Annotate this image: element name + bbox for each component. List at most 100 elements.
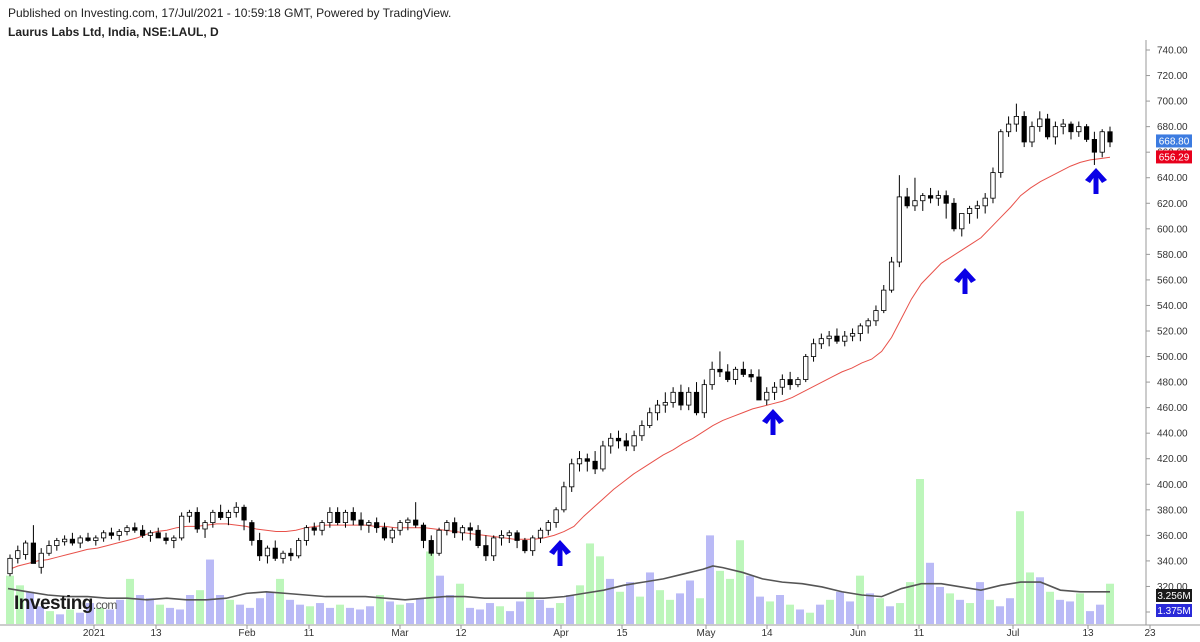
volume-bar (386, 601, 394, 624)
candle (561, 481, 567, 513)
candle-body (296, 540, 302, 557)
last-price-tag-bg (1156, 134, 1192, 148)
candle-body (943, 195, 949, 204)
volume-bar (696, 598, 704, 624)
volume-bar (796, 609, 804, 624)
volume-avg-tag-text: 3.256M (1157, 591, 1190, 602)
candle-body (498, 534, 505, 539)
volume-last-tag-bg (1156, 604, 1192, 617)
candle (553, 507, 559, 528)
volume-bar (1076, 593, 1084, 624)
support-arrows (549, 168, 1107, 566)
candle (873, 305, 879, 326)
time-tick-label: 11 (304, 628, 315, 639)
candle-body (374, 522, 380, 529)
candle (701, 379, 707, 418)
volume-bar (946, 593, 954, 624)
candle-body (717, 368, 723, 373)
candle (1091, 131, 1097, 165)
volume-bar (256, 598, 264, 624)
candle (935, 190, 941, 206)
time-tick-label: Jun (850, 628, 866, 639)
candle (709, 361, 715, 390)
candle (849, 328, 856, 342)
volume-bar (126, 578, 134, 624)
candle (998, 129, 1004, 178)
candle-body (888, 261, 895, 291)
candle (631, 430, 637, 452)
volume-bar (556, 603, 564, 624)
volume-bar (646, 572, 654, 624)
volume-bar (216, 595, 224, 624)
logo-suffix: .com (92, 598, 118, 612)
price-tick-label: 740.00 (1157, 46, 1188, 57)
candle (600, 440, 606, 472)
candle-body (920, 195, 926, 202)
volume-bar (626, 582, 634, 624)
candle (670, 387, 676, 408)
volume-bar (226, 599, 234, 624)
candle-body (912, 200, 918, 207)
candle (615, 430, 622, 449)
candle (912, 177, 918, 211)
candle-body (1021, 116, 1027, 143)
volume-bar (396, 604, 404, 624)
candle-body (272, 547, 278, 559)
candle-body (764, 391, 770, 401)
investing-logo: Investing.com (14, 593, 117, 615)
price-tick-label: 540.00 (1157, 301, 1188, 312)
candle (748, 369, 754, 383)
candle-body (101, 532, 107, 539)
candle-body (225, 511, 232, 518)
volume-bar (246, 607, 254, 624)
candle-body (818, 338, 824, 345)
candle (327, 507, 333, 528)
candle-body (77, 537, 83, 544)
candle-body (38, 552, 44, 568)
candle-body (186, 511, 193, 517)
candle-body (514, 532, 520, 541)
candle-body (756, 376, 762, 401)
candle-body (732, 368, 739, 380)
candle (23, 540, 29, 560)
candle (982, 193, 988, 214)
candle (592, 451, 598, 475)
candle (1044, 113, 1051, 140)
candle-body (327, 511, 333, 523)
time-tick-label: 23 (1144, 628, 1156, 639)
candle-body (241, 506, 247, 521)
candle-body (1091, 139, 1097, 153)
candle-body (257, 540, 263, 557)
volume-bar (686, 580, 694, 624)
candle-body (30, 542, 37, 564)
candle (943, 190, 949, 219)
candle (857, 323, 863, 342)
volume-bar (956, 599, 964, 624)
volume-bar (776, 595, 784, 624)
published-info: Published on Investing.com, 17/Jul/2021 … (8, 6, 452, 20)
volume-bar (136, 595, 144, 624)
candle (514, 530, 520, 549)
candle (522, 537, 528, 554)
volume-bar (6, 575, 14, 624)
candle-body (280, 552, 286, 559)
candle-body (319, 522, 325, 531)
up-arrow-icon (762, 409, 784, 435)
candle (7, 554, 13, 577)
volume-bar (486, 603, 494, 624)
candle-body (951, 202, 957, 230)
candle (1005, 116, 1012, 137)
volume-bar (916, 479, 924, 624)
volume-bar (76, 612, 84, 624)
ma20-line (7, 156, 1111, 571)
volume-bar (436, 575, 444, 624)
volume-bar (146, 598, 154, 624)
candle-body (569, 463, 575, 488)
candle (15, 545, 21, 564)
candle-body (179, 515, 185, 539)
candle (374, 517, 380, 533)
volume-bar (466, 607, 474, 624)
candle (537, 527, 544, 544)
candle (498, 530, 505, 546)
